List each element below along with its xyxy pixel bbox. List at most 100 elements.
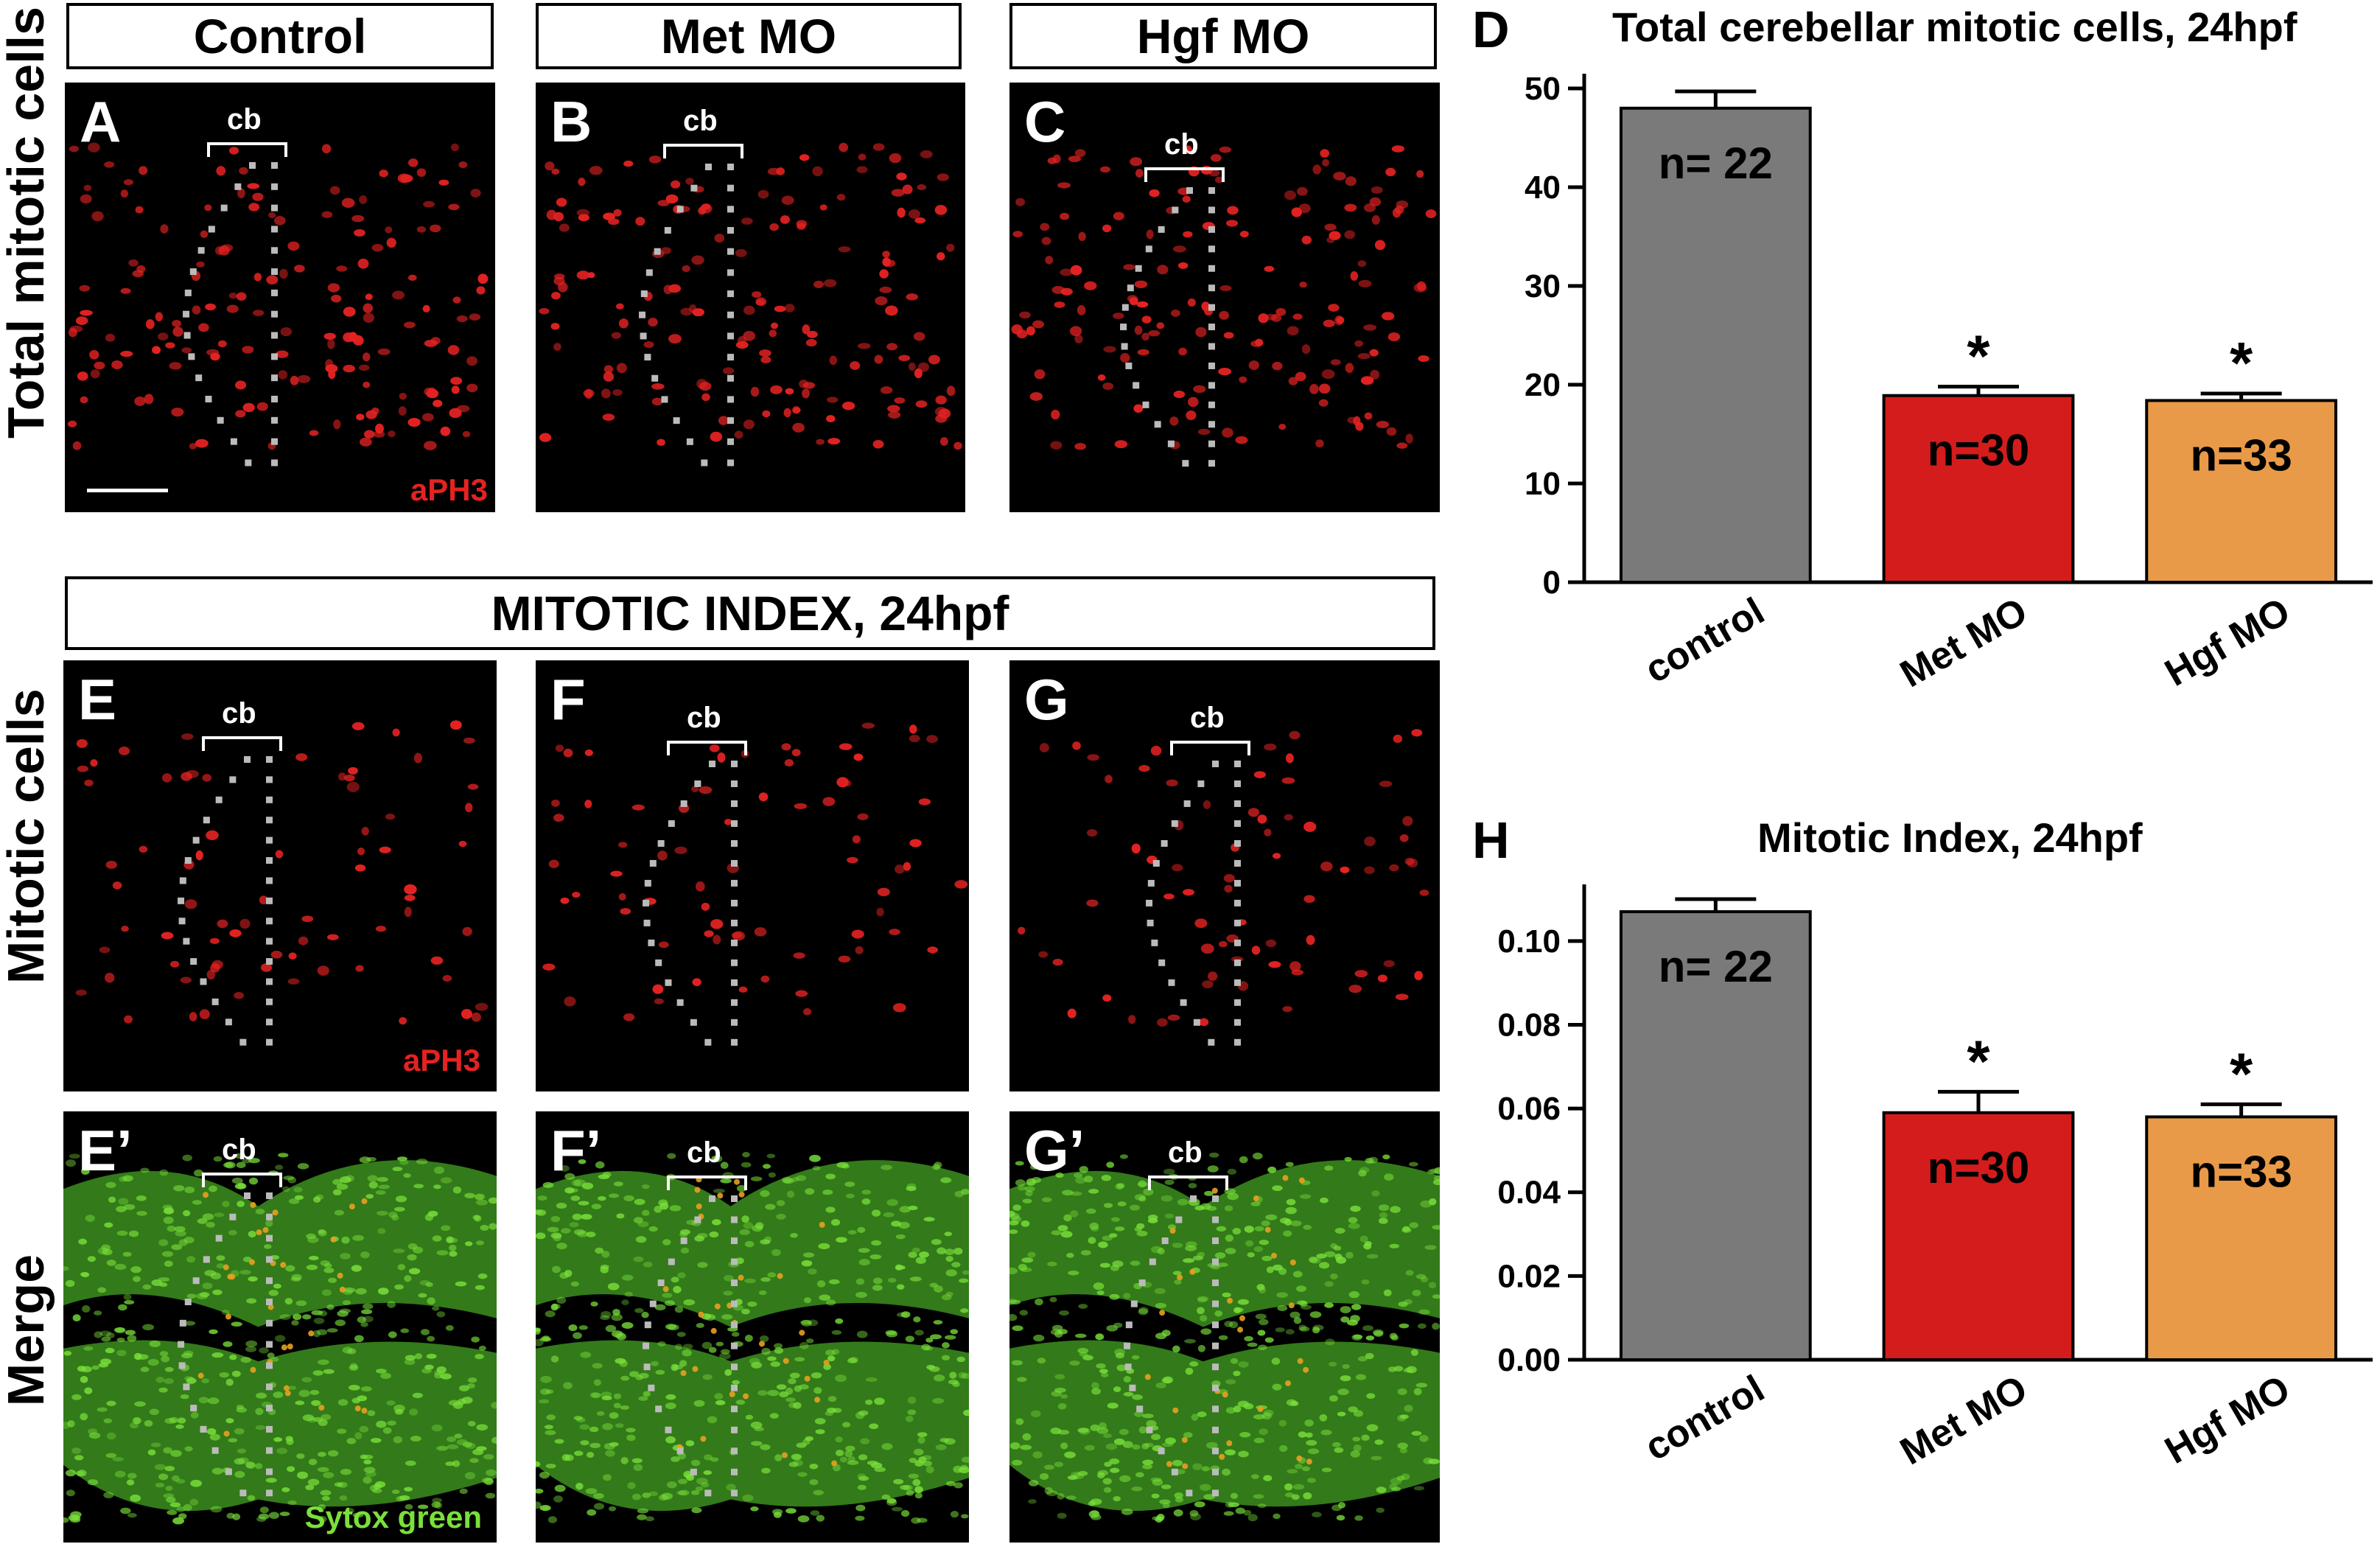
nucleus [914,1486,923,1494]
outline-dot [1234,780,1241,787]
nucleus [65,1279,75,1288]
mitotic-cell [388,430,396,438]
nucleus [489,1223,497,1230]
nucleus [1163,1168,1175,1175]
outline-dot [731,1447,738,1455]
nucleus [1049,1296,1057,1303]
outline-dot [1154,421,1161,428]
nucleus [581,1214,592,1220]
mitotic-cell [1029,392,1043,401]
mitotic-cell [105,860,117,869]
mitotic-cell [1200,943,1214,954]
y-tick-label: 50 [1525,71,1561,107]
nucleus [175,1424,184,1429]
nucleus [407,1254,417,1261]
nucleus [665,1394,676,1400]
nucleus [312,1370,323,1376]
nucleus [616,1213,625,1219]
mitotic-cell [1393,734,1403,743]
outline-dot [1124,1342,1131,1349]
nucleus [420,1329,430,1335]
mitotic-cell [1253,1195,1259,1202]
nucleus [234,1428,245,1435]
mitotic-cell [560,897,570,904]
nucleus [900,1509,910,1517]
nucleus [1012,1204,1021,1211]
nucleus [953,1482,963,1489]
mitotic-cell [359,195,368,204]
nucleus [94,1310,102,1316]
nucleus [122,1251,132,1257]
outline-dot [731,1489,738,1497]
nucleus [127,1335,137,1342]
mitotic-cell [139,845,148,853]
nucleus [1114,1226,1125,1232]
nucleus [339,1308,351,1313]
mitotic-cell [601,388,611,399]
mitotic-cell [1387,332,1401,342]
mitotic-cell [934,407,948,417]
nucleus [163,1493,175,1498]
nucleus [791,1177,799,1182]
nucleus [1105,1443,1118,1450]
nucleus [858,1475,869,1481]
mitotic-cell [280,1262,287,1268]
nucleus [171,1244,183,1251]
nucleus [745,1414,754,1420]
mitotic-cell [1074,149,1086,158]
mitotic-cell [657,439,665,447]
outline-dot [665,979,672,986]
nucleus [912,1478,921,1487]
mitotic-cell [814,1397,821,1403]
nucleus [1136,1230,1148,1237]
nucleus [116,1337,125,1343]
nucleus [1093,1282,1105,1290]
mitotic-cell [783,1358,789,1364]
nucleus [362,1303,374,1310]
mitotic-cell [1169,1227,1176,1234]
nucleus [782,1176,793,1184]
nucleus [539,1505,551,1512]
nucleus [809,1154,821,1162]
nucleus [919,1251,929,1258]
mitotic-cell [1289,730,1301,740]
nucleus [1183,1432,1193,1439]
outline-dot [1212,1384,1219,1391]
nucleus [424,1364,434,1370]
nucleus [1017,1377,1027,1383]
stain-label-aph3: aPH3 [410,472,488,507]
nucleus [959,1278,969,1283]
mitotic-cell [268,212,276,219]
mitotic-cell [75,316,88,326]
outline-dot [731,800,738,807]
nucleus [273,1391,284,1399]
nucleus [337,1428,347,1434]
nucleus [301,1377,312,1383]
nucleus [1039,1473,1049,1480]
nucleus [1142,1464,1153,1470]
mitotic-cell [325,359,334,369]
nucleus [909,1276,922,1282]
outline-dot [731,1363,738,1371]
nucleus [1022,1433,1032,1441]
cb-region-label: cb [687,1136,721,1169]
nucleus [1091,1514,1102,1520]
sytox-merge-cells [63,1153,497,1525]
mitotic-cell [879,286,892,293]
nucleus [785,1397,796,1402]
nucleus [393,1436,402,1444]
nucleus [669,1205,682,1212]
nucleus [750,1176,763,1181]
mitotic-cell [451,385,460,394]
nucleus [937,1247,946,1255]
nucleus [637,1514,647,1520]
nucleus [116,1230,128,1236]
mitotic-cell [317,965,329,976]
mitotic-cell [851,929,864,939]
mitotic-cell [861,722,875,729]
mitotic-cell [398,406,407,416]
nucleus [1376,1487,1387,1493]
mitotic-cell [386,237,396,248]
nucleus [1331,1442,1341,1447]
nucleus [1165,1213,1175,1219]
